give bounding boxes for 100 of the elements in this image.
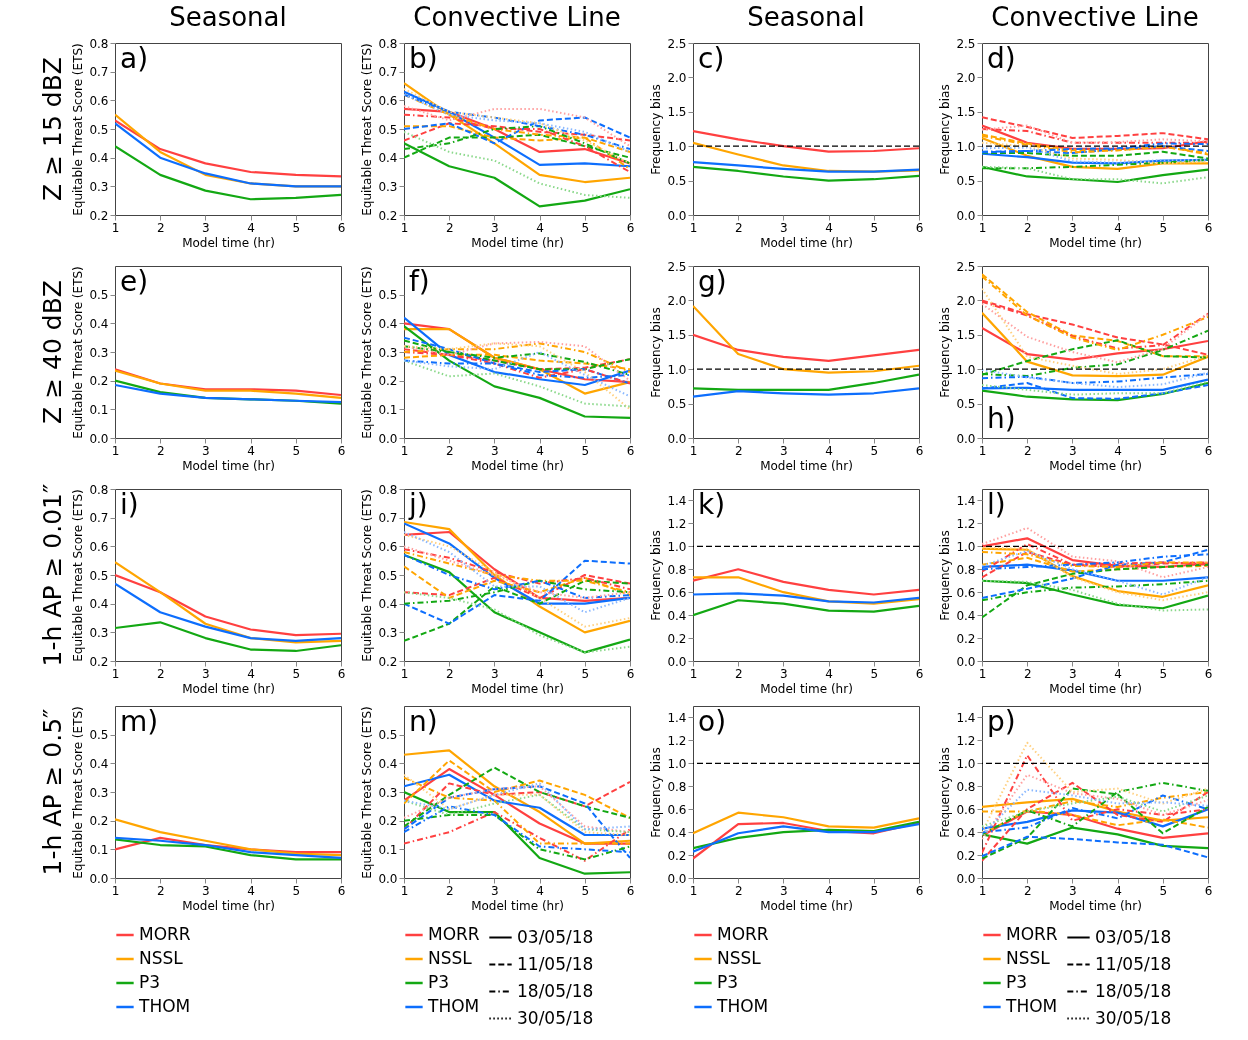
x-tick-label: 1 — [400, 220, 409, 235]
x-axis-title: Model time (hr) — [760, 898, 853, 913]
annotation: b) — [409, 42, 438, 75]
text: Z ≥ 15 dBZ — [38, 57, 67, 201]
y-tick-label: 0.4 — [89, 756, 109, 771]
y-axis-title: Frequency bias — [649, 84, 664, 175]
x-tick-label: 5 — [1159, 883, 1168, 898]
y-tick-label: 2.0 — [956, 293, 976, 308]
y-tick-label: 2.0 — [667, 293, 687, 308]
x-tick-label: 5 — [1159, 443, 1168, 458]
x-tick-label: 3 — [1069, 666, 1077, 681]
y-tick-label: 1.0 — [667, 539, 687, 554]
text: 1-h AP ≥ 0.5″ — [38, 708, 67, 876]
x-tick-label: 4 — [536, 220, 544, 235]
text: 18/05/18 — [517, 980, 594, 1001]
y-tick-label: 0.8 — [667, 779, 687, 794]
annotation: c) — [698, 42, 725, 75]
chart-title: Convective Line — [413, 2, 621, 32]
y-tick-label: 0.4 — [378, 151, 398, 166]
legend-label: THOM — [716, 996, 769, 1016]
y-axis-title: Equitable Threat Score (ETS) — [360, 43, 375, 216]
x-axis-title: Model time (hr) — [760, 235, 853, 250]
x-tick-label: 4 — [1114, 666, 1122, 681]
x-tick-label: 2 — [734, 883, 743, 898]
text: 11/05/18 — [517, 953, 594, 974]
y-tick-label: 0.2 — [667, 631, 687, 646]
y-tick-label: 2.5 — [956, 259, 976, 274]
x-tick-label: 1 — [978, 443, 987, 458]
y-tick-label: 0.0 — [956, 871, 976, 886]
x-tick-label: 4 — [825, 443, 833, 458]
y-tick-label: 0.8 — [956, 562, 976, 577]
x-tick-label: 4 — [1114, 443, 1122, 458]
x-axis-title: Model time (hr) — [1049, 898, 1142, 913]
y-axis-title: Equitable Threat Score (ETS) — [71, 489, 86, 662]
x-tick-label: 4 — [247, 666, 255, 681]
x-tick-label: 5 — [292, 443, 301, 458]
x-tick-label: 3 — [1069, 883, 1077, 898]
y-tick-label: 0.6 — [667, 585, 687, 600]
x-tick-label: 6 — [337, 883, 346, 898]
y-tick-label: 1.4 — [956, 493, 976, 508]
x-tick-label: 2 — [1023, 666, 1032, 681]
x-axis-title: Model time (hr) — [760, 681, 853, 696]
x-tick-label: 6 — [337, 443, 346, 458]
y-tick-label: 1.4 — [667, 710, 687, 725]
annotation: a) — [120, 42, 149, 75]
y-tick-label: 1.0 — [667, 139, 687, 154]
y-tick-label: 0.2 — [378, 814, 398, 829]
y-tick-label: 0.8 — [89, 482, 109, 497]
y-axis-title: Equitable Threat Score (ETS) — [360, 489, 375, 662]
y-tick-label: 1.4 — [956, 710, 976, 725]
y-tick-label: 0.2 — [956, 848, 976, 863]
y-tick-label: 1.4 — [667, 493, 687, 508]
x-tick-label: 4 — [825, 883, 833, 898]
x-tick-label: 4 — [247, 220, 255, 235]
annotation: i) — [120, 488, 139, 521]
x-tick-label: 4 — [1114, 220, 1122, 235]
x-tick-label: 1 — [400, 883, 409, 898]
x-axis-title: Model time (hr) — [182, 458, 275, 473]
y-tick-label: 0.5 — [89, 288, 109, 303]
y-tick-label: 2.0 — [956, 70, 976, 85]
x-tick-label: 2 — [734, 443, 743, 458]
y-tick-label: 1.5 — [956, 105, 976, 120]
legend-label: MORR — [139, 924, 191, 944]
y-tick-label: 0.4 — [378, 597, 398, 612]
y-tick-label: 0.5 — [667, 397, 687, 412]
chart-title: Seasonal — [169, 2, 287, 32]
y-tick-label: 0.8 — [89, 36, 109, 51]
y-tick-label: 1.2 — [667, 733, 687, 748]
y-tick-label: 0.3 — [378, 785, 398, 800]
y-tick-label: 0.0 — [89, 431, 109, 446]
y-tick-label: 0.1 — [89, 402, 109, 417]
legend-label: NSSL — [717, 948, 762, 968]
y-tick-label: 0.2 — [89, 814, 109, 829]
annotation: m) — [120, 705, 159, 738]
y-axis-title: Equitable Threat Score (ETS) — [71, 43, 86, 216]
y-tick-label: 0.6 — [956, 585, 976, 600]
x-tick-label: 3 — [202, 220, 210, 235]
y-axis-title: Frequency bias — [938, 747, 953, 838]
x-tick-label: 5 — [870, 220, 879, 235]
y-tick-label: 0.3 — [89, 785, 109, 800]
y-tick-label: 0.4 — [956, 608, 976, 623]
y-tick-label: 0.2 — [956, 631, 976, 646]
y-tick-label: 0.5 — [378, 122, 398, 137]
y-tick-label: 0.5 — [667, 174, 687, 189]
x-axis-title: Model time (hr) — [1049, 681, 1142, 696]
annotation: f) — [409, 265, 430, 298]
y-tick-label: 0.7 — [89, 511, 109, 526]
legend-label: MORR — [717, 924, 769, 944]
x-tick-label: 2 — [156, 443, 165, 458]
y-tick-label: 0.8 — [956, 779, 976, 794]
x-tick-label: 6 — [915, 883, 924, 898]
y-tick-label: 2.5 — [667, 259, 687, 274]
legend-label: P3 — [428, 972, 450, 992]
y-tick-label: 0.1 — [378, 842, 398, 857]
x-tick-label: 6 — [626, 883, 635, 898]
y-tick-label: 0.2 — [378, 654, 398, 669]
x-tick-label: 6 — [915, 220, 924, 235]
annotation: p) — [987, 705, 1016, 738]
x-tick-label: 5 — [581, 220, 590, 235]
x-tick-label: 1 — [111, 883, 120, 898]
